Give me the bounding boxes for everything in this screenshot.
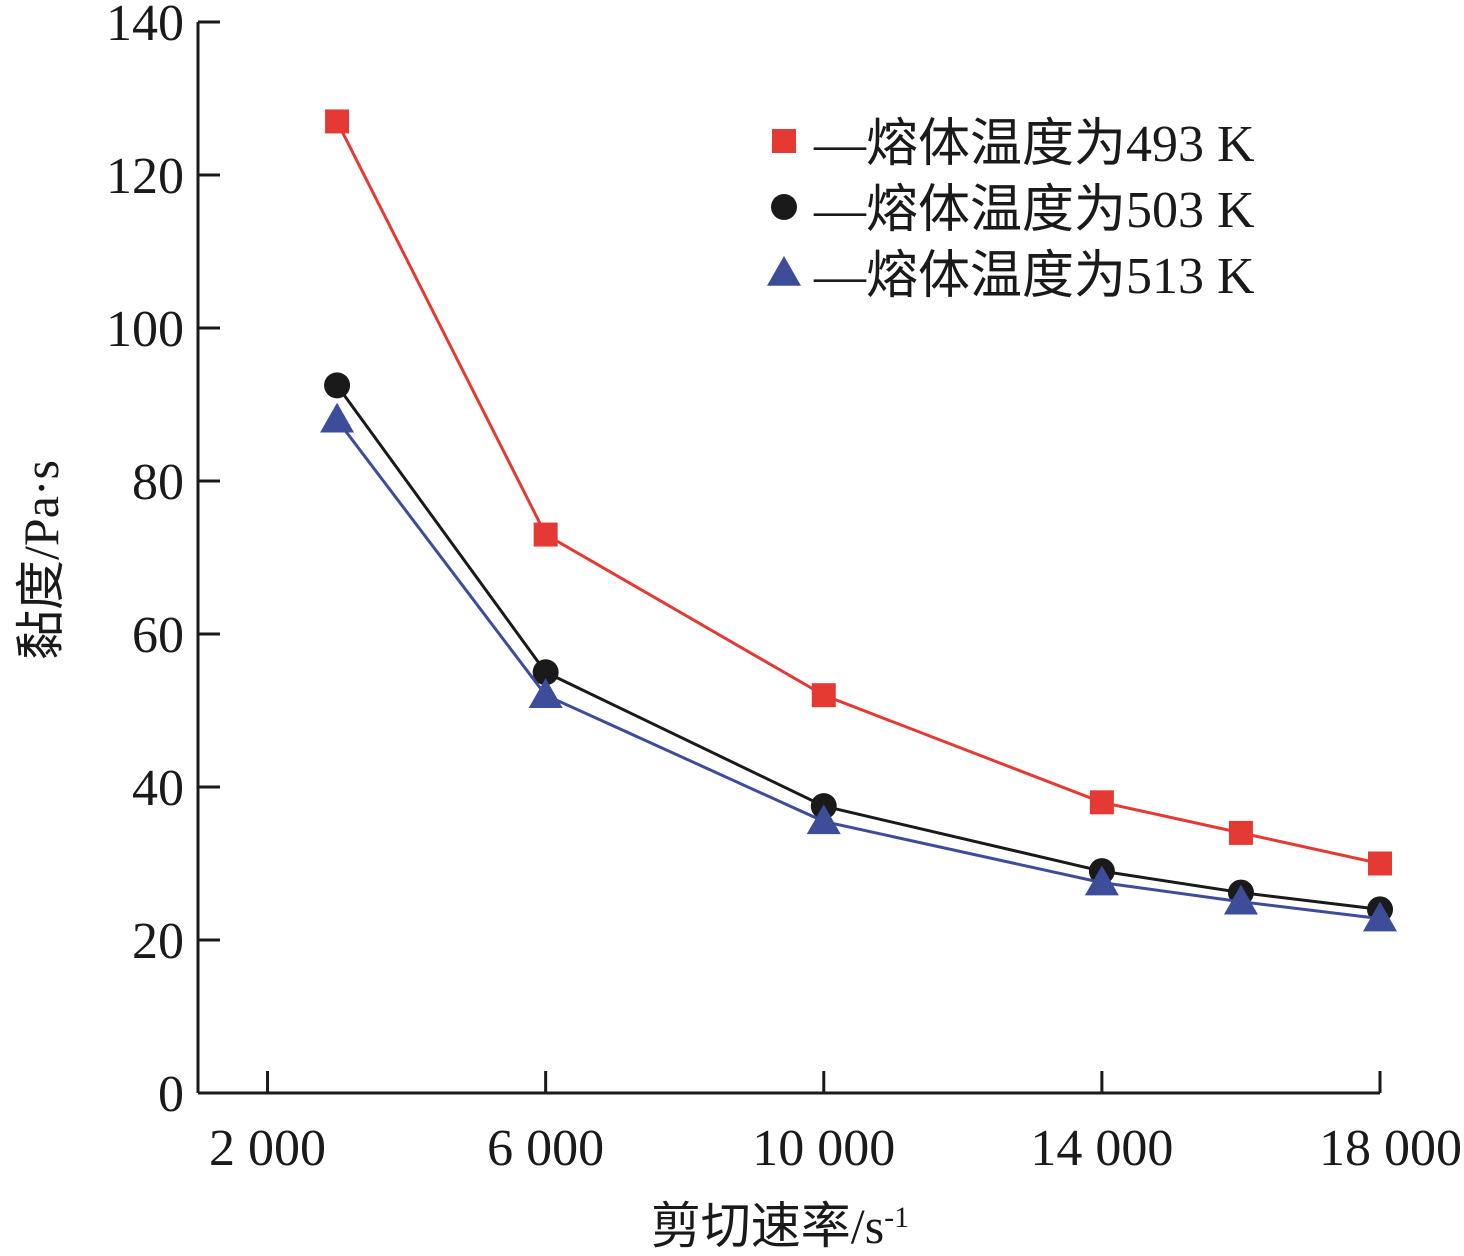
y-axis-label: 黏度/Pa·s — [13, 460, 69, 660]
y-tick-label: 120 — [106, 148, 184, 205]
data-point — [1223, 884, 1258, 915]
series-line — [335, 384, 1381, 911]
x-tick-label: 2 000 — [209, 1120, 326, 1177]
data-point — [1363, 901, 1397, 932]
y-tick-label: 20 — [132, 913, 184, 970]
data-point — [325, 109, 350, 134]
data-point — [1084, 865, 1119, 896]
x-tick-label: 10 000 — [752, 1120, 895, 1177]
series-2 — [320, 402, 1397, 932]
x-axis-label: 剪切速率/s-1 — [651, 1198, 909, 1254]
series-line — [335, 418, 1381, 921]
legend-label: —熔体温度为513 K — [813, 248, 1255, 305]
legend-marker — [767, 256, 801, 286]
legend-label: —熔体温度为493 K — [813, 116, 1255, 173]
legend-marker — [772, 129, 796, 153]
data-point — [320, 402, 355, 433]
legend-item: —熔体温度为503 K — [771, 182, 1255, 239]
legend-item: —熔体温度为513 K — [767, 248, 1255, 305]
legend-item: —熔体温度为493 K — [772, 116, 1255, 173]
series-layer — [320, 109, 1397, 932]
x-tick-label: 14 000 — [1030, 1120, 1173, 1177]
data-point — [1228, 820, 1253, 845]
y-tick-label: 80 — [132, 454, 184, 511]
x-axis-label-sup: -1 — [884, 1201, 909, 1234]
data-point — [811, 683, 836, 708]
data-point — [533, 522, 558, 547]
series-0 — [325, 109, 1392, 876]
axes: 0 20 40 60 80 100 120 140 2 000 6 000 10 000 14 000… — [106, 0, 1462, 1177]
x-tick-label: 18 000 — [1319, 1120, 1462, 1177]
data-point — [1089, 790, 1114, 815]
data-point — [806, 804, 841, 835]
y-tick-label: 0 — [158, 1066, 184, 1123]
y-tick-label: 100 — [106, 301, 184, 358]
y-tick-label: 140 — [106, 0, 184, 52]
y-tick-label: 60 — [132, 607, 184, 664]
legend-label: —熔体温度为503 K — [813, 182, 1255, 239]
data-point — [528, 678, 563, 708]
series-line — [335, 120, 1381, 865]
x-tick-label: 6 000 — [487, 1120, 604, 1177]
y-tick-label: 40 — [132, 760, 184, 817]
legend: —熔体温度为493 K —熔体温度为503 K —熔体温度为513 K — [767, 116, 1255, 305]
data-point — [532, 659, 559, 686]
data-point — [1368, 851, 1392, 876]
legend-marker — [771, 194, 797, 220]
data-point — [324, 372, 351, 399]
